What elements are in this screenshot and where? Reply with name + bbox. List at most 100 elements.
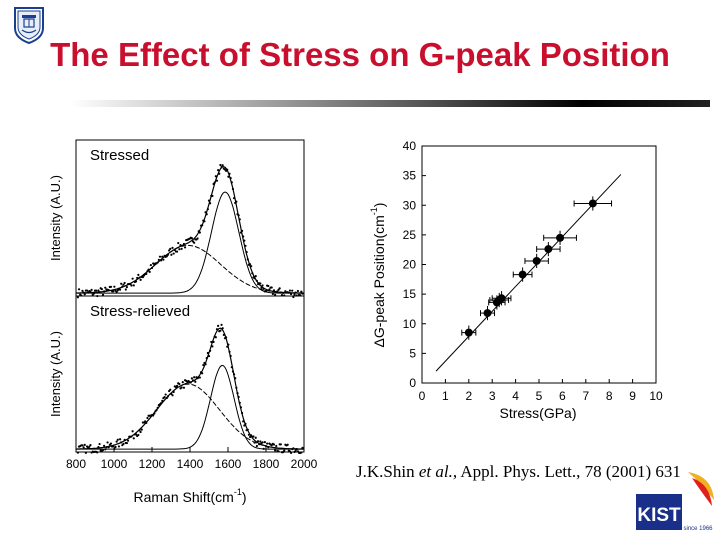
spectra-data-point [137,273,140,276]
spectra-data-point [178,248,181,251]
spectra-xtick-label: 1200 [139,457,166,471]
spectra-xtick-label: 1600 [215,457,242,471]
spectra-data-point [194,380,197,383]
spectra-data-point [82,446,85,449]
scatter-ytick-label: 15 [403,287,417,301]
spectra-xtick-label: 1000 [101,457,128,471]
spectra-data-point [85,289,89,292]
spectra-data-point [283,449,286,452]
spectra-data-point [168,249,171,252]
scatter-ylabel: ΔG-peak Position(cm-1) [369,203,387,348]
university-seal-logo [14,7,44,44]
spectra-data-point [286,443,289,446]
scatter-point [495,296,504,305]
spectra-data-point [177,241,180,245]
spectra-data-point [161,255,164,258]
scatter-ytick-label: 30 [403,198,417,212]
spectra-data-point [278,287,281,290]
spectra-data-point [139,430,142,434]
scatter-point [483,309,492,318]
scatter-frame [421,145,657,384]
spectra-data-point [169,247,172,250]
spectra-data-point [139,278,142,281]
spectra-data-point [171,394,174,397]
spectra-data-point [217,168,220,172]
scatter-xtick-label: 6 [559,389,566,403]
spectra-data-point [130,284,133,287]
scatter-point [544,245,553,254]
spectra-data-point [122,442,125,445]
spectra-data-point [144,420,147,423]
spectra-data-point [263,441,266,444]
scatter-ylabel-base: G-peak Position(cm [371,215,387,338]
scatter-ytick-label: 40 [403,139,417,153]
spectra-data-point [172,252,175,255]
scatter-point [532,256,541,265]
spectra-data-point [180,386,183,389]
spectra-data-point [178,382,181,386]
spectra-data-point [296,450,300,453]
spectra-data-point [198,376,201,379]
scatter-ytick-label: 20 [403,258,417,272]
spectra-xlabel-sup: -1 [234,487,242,497]
spectra-data-point [96,451,99,454]
scatter-xtick-label: 0 [419,389,426,403]
spectra-g-band-curve [76,191,304,294]
slide-title: The Effect of Stress on G-peak Position [50,36,670,73]
spectra-data-point [171,246,174,249]
scatter-ytick-label: 25 [403,228,417,242]
spectra-data-point [148,270,151,273]
spectra-data-point [183,246,187,249]
spectra-data-point [149,263,152,267]
spectra-data-point [190,237,193,240]
spectra-data-point [211,345,214,348]
spectra-data-point [77,288,81,291]
spectra-data-point [123,281,126,285]
scatter-ylabel-sup: -1 [369,207,379,215]
spectra-data-point [267,284,270,288]
raman-spectra-chart: Stressed Intensity (A.U.) Stress-relieved I… [48,139,318,505]
scatter-xtick-label: 7 [582,389,589,403]
spectra-data-point [140,428,143,431]
spectra-data-point [126,439,130,442]
scatter-ytick-label: 35 [403,169,417,183]
spectra-xlabel-base: Raman Shift(cm [133,489,233,505]
spectra-xtick-label: 2000 [291,457,318,471]
spectra-data-point [215,179,219,182]
kist-logo-text: KIST [637,505,681,526]
spectra-data-point [137,433,140,437]
spectra-data-point [202,363,205,367]
spectra-data-point [169,388,172,391]
scatter-xtick-label: 8 [606,389,613,403]
spectra-d-band-curve [76,244,304,294]
spectra-xtick-label: 800 [66,457,86,471]
spectra-data-point [270,286,273,289]
citation-etal: et al. [418,462,453,481]
kist-logo: KIST since 1966 [636,472,714,532]
spectra-data-point [289,451,293,454]
spectra-data-point [279,443,282,446]
spectra-xtick-label: 1800 [253,457,280,471]
spectra-data-point [282,451,285,454]
spectra-data-point [175,384,179,387]
spectra-data-point [300,290,303,293]
spectra-data-point [97,289,100,292]
spectra-data-point [120,282,123,285]
gpeak-stress-scatter-chart: 0 1 2 3 4 5 6 7 8 9 10 0 5 10 15 20 25 30 35 40 Stress(GPa)… [369,139,663,421]
scatter-point [518,270,527,279]
spectra-panel-label: Stress-relieved [90,303,190,320]
spectra-data-point [261,284,264,287]
spectra-data-point [132,437,135,440]
spectra-data-point [296,289,300,293]
scatter-xtick-label: 5 [536,389,543,403]
spectra-data-point [293,450,296,454]
spectra-data-point [90,288,93,291]
spectra-fit-curve [76,165,304,294]
spectra-data-point [109,442,113,445]
spectra-data-point [76,296,79,299]
scatter-ylabel-close: ) [371,203,387,208]
spectra-data-point [113,285,116,288]
spectra-data-point [175,250,179,253]
spectra-data-point [112,290,115,293]
citation-author: J.K.Shin [356,462,419,481]
